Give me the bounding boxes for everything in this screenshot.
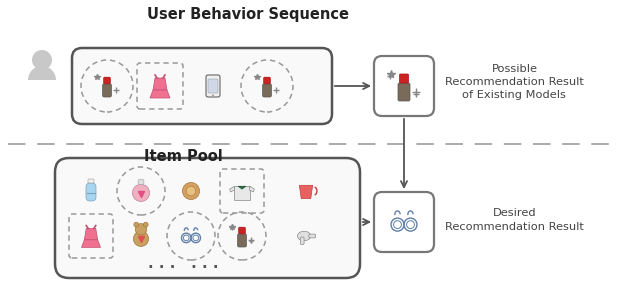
FancyBboxPatch shape: [264, 77, 270, 84]
FancyBboxPatch shape: [208, 79, 218, 93]
Text: Item Pool: Item Pool: [143, 149, 222, 164]
Wedge shape: [28, 66, 56, 80]
Circle shape: [132, 184, 150, 201]
FancyBboxPatch shape: [103, 84, 111, 97]
FancyBboxPatch shape: [300, 237, 304, 244]
FancyBboxPatch shape: [374, 56, 434, 116]
FancyBboxPatch shape: [206, 75, 220, 97]
Polygon shape: [230, 186, 234, 192]
FancyBboxPatch shape: [237, 234, 247, 247]
FancyBboxPatch shape: [86, 183, 96, 201]
FancyBboxPatch shape: [138, 180, 144, 184]
FancyBboxPatch shape: [374, 192, 434, 252]
Circle shape: [212, 94, 214, 97]
Circle shape: [133, 231, 148, 246]
Polygon shape: [299, 185, 313, 199]
Text: Desired
Recommendation Result: Desired Recommendation Result: [445, 208, 584, 232]
FancyBboxPatch shape: [104, 77, 110, 84]
Text: . . .   . . .: . . . . . .: [148, 257, 218, 272]
Polygon shape: [84, 228, 98, 240]
Circle shape: [143, 222, 148, 227]
FancyBboxPatch shape: [263, 84, 271, 97]
FancyBboxPatch shape: [309, 234, 316, 238]
Text: User Behavior Sequence: User Behavior Sequence: [147, 7, 349, 22]
Polygon shape: [238, 186, 246, 189]
Ellipse shape: [297, 231, 311, 241]
Polygon shape: [250, 186, 255, 192]
FancyBboxPatch shape: [399, 74, 408, 83]
Polygon shape: [153, 78, 167, 90]
FancyBboxPatch shape: [398, 83, 410, 101]
Text: Possible
Recommendation Result
of Existing Models: Possible Recommendation Result of Existi…: [445, 64, 584, 100]
Circle shape: [186, 186, 196, 196]
FancyBboxPatch shape: [239, 227, 245, 234]
Polygon shape: [82, 240, 101, 247]
Circle shape: [182, 182, 200, 200]
Polygon shape: [234, 186, 250, 200]
Circle shape: [134, 222, 138, 227]
FancyBboxPatch shape: [88, 179, 94, 183]
Circle shape: [135, 224, 146, 235]
Circle shape: [32, 50, 52, 70]
Polygon shape: [150, 90, 170, 98]
FancyBboxPatch shape: [55, 158, 360, 278]
FancyBboxPatch shape: [72, 48, 332, 124]
